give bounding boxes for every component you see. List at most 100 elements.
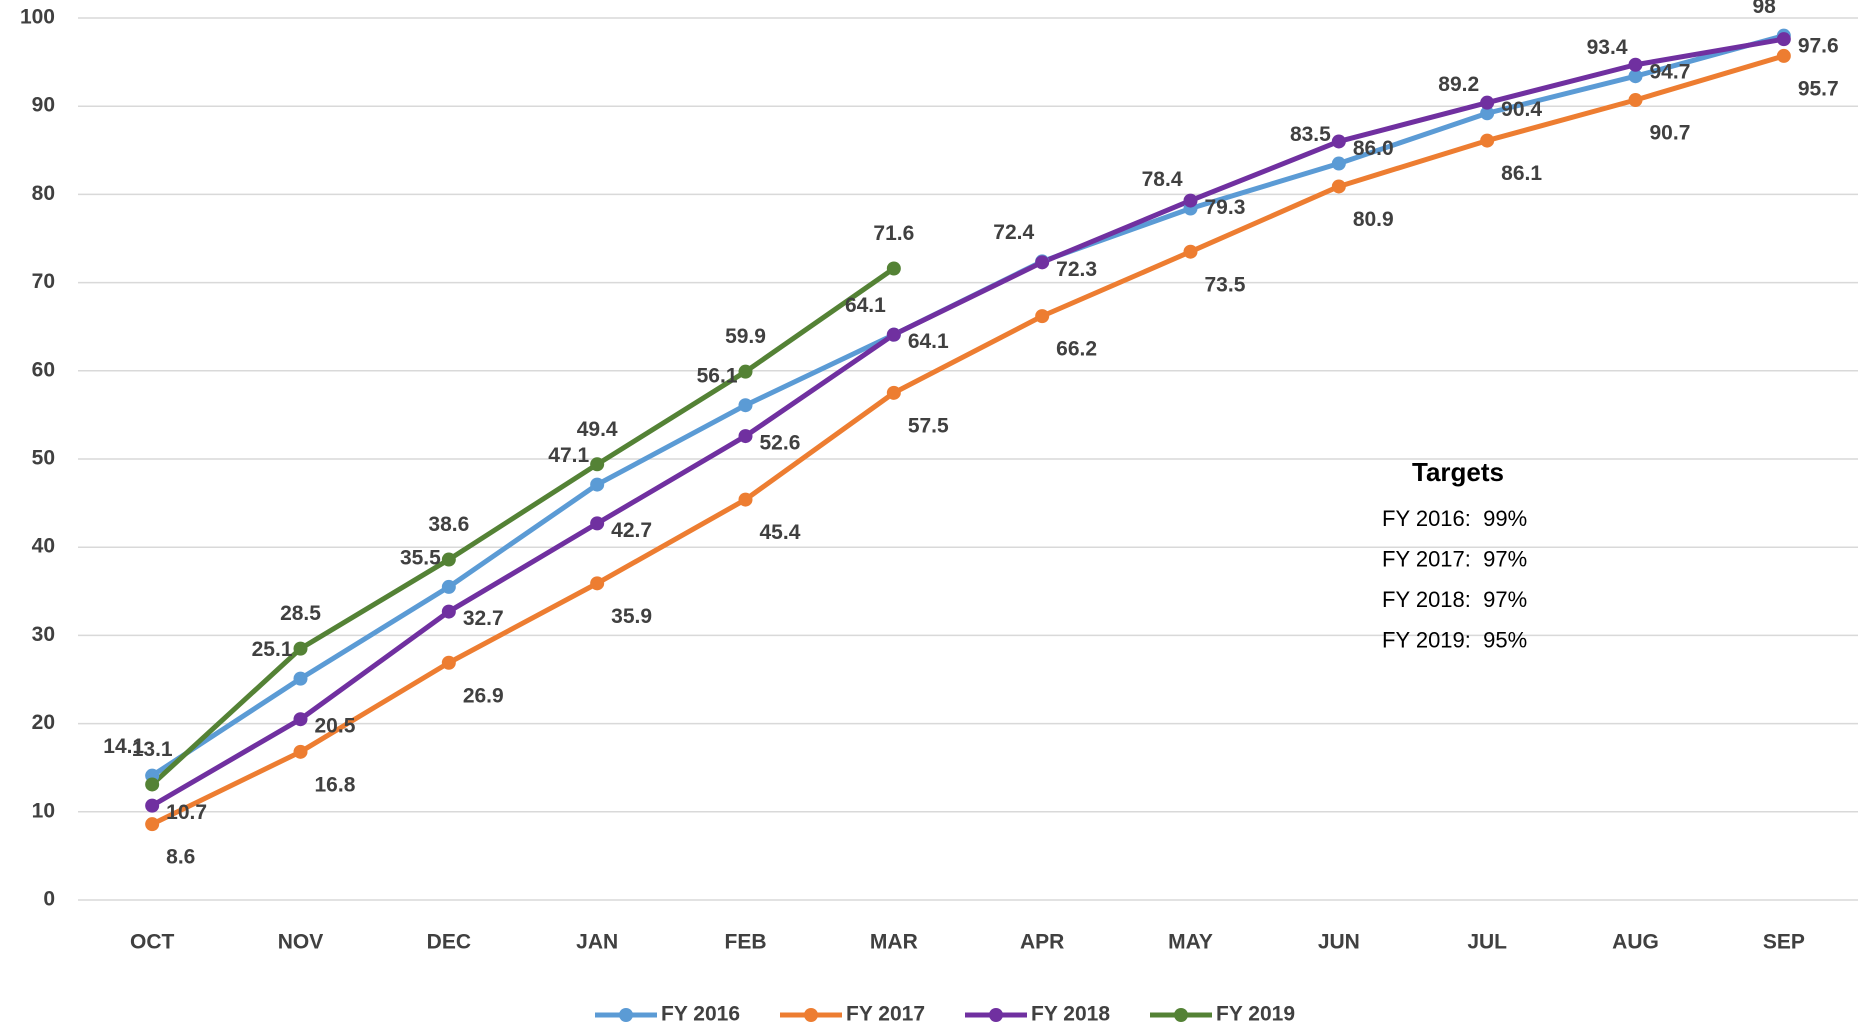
data-point [738, 492, 753, 507]
data-point [1035, 255, 1050, 270]
x-tick-label: NOV [278, 931, 324, 954]
y-tick-label: 10 [32, 799, 55, 822]
x-tick-label: OCT [130, 931, 175, 954]
data-point [293, 671, 308, 686]
data-point [1183, 193, 1198, 208]
data-label: 8.6 [166, 846, 195, 869]
data-point [1480, 95, 1495, 110]
data-point [293, 641, 308, 656]
data-point [293, 712, 308, 727]
data-point [738, 398, 753, 413]
data-point [1480, 106, 1495, 121]
x-tick-label: MAY [1168, 931, 1213, 954]
data-label: 83.5 [1290, 123, 1331, 146]
data-point [441, 579, 456, 594]
data-point [1331, 156, 1346, 171]
data-point [1331, 134, 1346, 149]
data-point [738, 429, 753, 444]
data-point [1628, 57, 1643, 72]
legend-marker [989, 1008, 1003, 1022]
x-tick-label: AUG [1612, 931, 1659, 954]
data-point [590, 477, 605, 492]
x-tick-label: DEC [427, 931, 471, 954]
legend-label: FY 2016 [661, 1003, 740, 1026]
data-label: 57.5 [908, 414, 949, 437]
data-label: 90.4 [1501, 98, 1542, 121]
series-line [151, 53, 1785, 827]
data-point [886, 327, 901, 342]
data-label: 16.8 [315, 773, 356, 796]
legend-label: FY 2017 [846, 1003, 925, 1026]
series-line [150, 266, 896, 787]
x-tick-label: JUN [1318, 931, 1360, 954]
data-label: 90.7 [1650, 122, 1691, 145]
annotation-line: FY 2017: 97% [1382, 546, 1527, 571]
data-label: 35.5 [400, 546, 441, 569]
data-label: 95.7 [1798, 77, 1839, 100]
y-tick-label: 80 [32, 182, 55, 205]
y-tick-label: 0 [43, 888, 55, 911]
data-point [441, 655, 456, 670]
data-point [441, 552, 456, 567]
x-tick-label: MAR [870, 931, 918, 954]
legend-marker [619, 1008, 633, 1022]
legend-label: FY 2018 [1031, 1003, 1110, 1026]
legend-marker [1174, 1008, 1188, 1022]
data-label: 42.7 [611, 519, 652, 542]
data-label: 38.6 [428, 513, 469, 536]
annotation-line: FY 2016: 99% [1382, 506, 1527, 531]
data-label: 28.5 [280, 602, 321, 625]
data-label: 14.1 [103, 735, 144, 758]
data-label: 64.1 [908, 330, 949, 353]
data-label: 98 [1752, 0, 1776, 18]
data-label: 86.1 [1501, 162, 1542, 185]
data-label: 93.4 [1587, 36, 1628, 59]
data-label: 20.5 [315, 715, 356, 738]
data-point [886, 385, 901, 400]
data-label: 45.4 [760, 521, 801, 544]
data-point [1183, 244, 1198, 259]
data-label: 56.1 [697, 365, 738, 388]
y-tick-label: 70 [32, 270, 55, 293]
data-point [1776, 48, 1791, 63]
data-point [590, 516, 605, 531]
x-tick-label: JUL [1467, 931, 1507, 954]
data-label: 26.9 [463, 684, 504, 707]
data-label: 10.7 [166, 801, 207, 824]
data-point [145, 798, 160, 813]
data-label: 35.9 [611, 605, 652, 628]
annotation-line: FY 2019: 95% [1382, 627, 1527, 652]
y-tick-label: 60 [32, 358, 55, 381]
data-label: 97.6 [1798, 35, 1839, 58]
data-label: 72.3 [1056, 258, 1097, 281]
y-tick-label: 20 [32, 711, 55, 734]
data-point [886, 261, 901, 276]
data-point [441, 604, 456, 619]
y-tick-label: 100 [20, 6, 55, 29]
data-point [1628, 93, 1643, 108]
data-label: 86.0 [1353, 137, 1394, 160]
data-point [1480, 133, 1495, 148]
series-line [150, 36, 1785, 808]
x-tick-label: FEB [725, 931, 767, 954]
data-label: 13.1 [132, 738, 173, 761]
data-point [738, 364, 753, 379]
x-tick-label: JAN [576, 931, 618, 954]
data-label: 79.3 [1205, 196, 1246, 219]
data-point [145, 817, 160, 832]
data-label: 52.6 [760, 432, 801, 455]
x-tick-label: SEP [1763, 931, 1805, 954]
data-label: 47.1 [548, 444, 589, 467]
data-label: 66.2 [1056, 338, 1097, 361]
data-point [1331, 179, 1346, 194]
data-label: 72.4 [993, 221, 1034, 244]
data-point [590, 576, 605, 591]
data-label: 32.7 [463, 607, 504, 630]
y-tick-label: 50 [32, 447, 55, 470]
data-label: 64.1 [845, 294, 886, 317]
annotation-line: FY 2018: 97% [1382, 587, 1527, 612]
data-label: 80.9 [1353, 208, 1394, 231]
data-point [1035, 309, 1050, 324]
series-line [150, 33, 1785, 778]
